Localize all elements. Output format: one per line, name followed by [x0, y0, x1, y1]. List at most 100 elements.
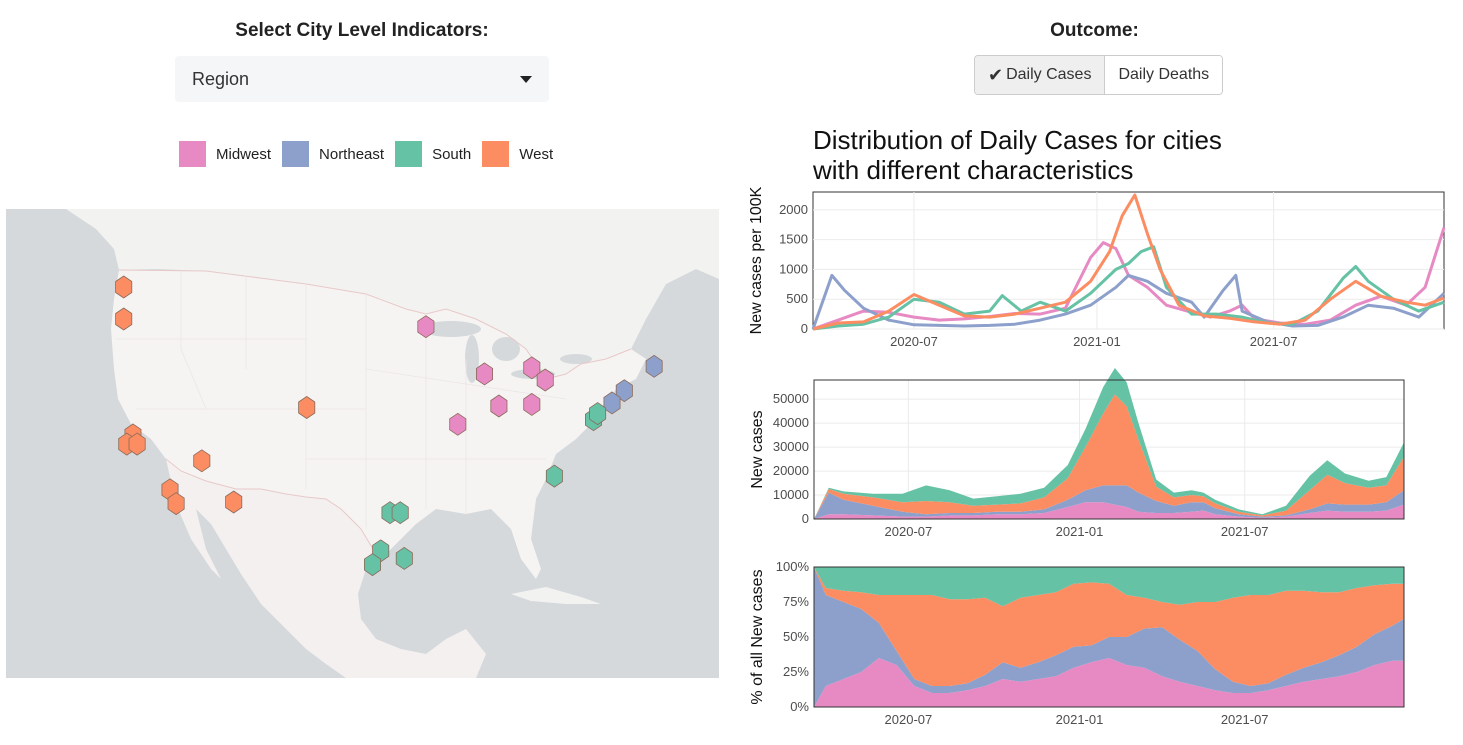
check-icon: ✔: [988, 64, 1004, 85]
x-tick-label: 2021-07: [1221, 524, 1269, 539]
city-hexagon[interactable]: [523, 392, 541, 416]
city-indicators-header: Select City Level Indicators:: [235, 20, 489, 41]
caret-down-icon: [520, 75, 532, 83]
chart-title: Distribution of Daily Cases for cities w…: [813, 125, 1222, 185]
plot-border: [813, 379, 1405, 520]
stacked-area-chart: 0 10000 20000 30000 40000 50000 2020-07 2021-01…: [749, 368, 1405, 539]
y-tick-label: 500: [786, 291, 808, 306]
y-tick-label: 0: [802, 511, 809, 526]
outcome-header: Outcome:: [1050, 20, 1139, 41]
legend-label: Northeast: [319, 145, 385, 163]
chart-title-line-1: Distribution of Daily Cases for cities: [813, 125, 1222, 155]
area-south: [814, 567, 1404, 607]
area-south: [814, 368, 1404, 519]
x-tick-label: 2021-01: [1056, 524, 1104, 539]
state-borders: [116, 271, 567, 529]
legend-label: Midwest: [216, 145, 272, 163]
city-hexagon[interactable]: [363, 553, 382, 577]
lake-michigan: [465, 335, 479, 383]
y-tick-label: 0: [801, 321, 808, 336]
y-tick-label: 75%: [783, 594, 809, 609]
city-hexagon[interactable]: [490, 394, 508, 418]
outcome-button-group: ✔ Daily Cases Daily Deaths: [974, 55, 1224, 95]
city-hexagons: [115, 275, 663, 577]
y-tick-label: 100%: [776, 559, 810, 574]
city-hexagon[interactable]: [536, 368, 554, 392]
area-northeast: [814, 485, 1404, 519]
legend-item-midwest: Midwest: [179, 141, 271, 167]
area-west: [814, 567, 1404, 686]
legend-swatch: [282, 141, 310, 167]
y-tick-label: 40000: [773, 415, 809, 430]
legend-label: West: [519, 145, 554, 163]
y-tick-label: 50000: [773, 391, 809, 406]
daily-deaths-label: Daily Deaths: [1118, 66, 1210, 83]
charts-area: 0 500 1000 1500 2000 2020-07 2021-01 2021-07 New…: [748, 186, 1446, 727]
daily-cases-button[interactable]: ✔ Daily Cases: [975, 56, 1105, 94]
city-hexagon[interactable]: [523, 356, 541, 380]
lake-superior: [421, 321, 481, 337]
x-tick-label: 2020-07: [890, 334, 938, 349]
legend-item-west: West: [482, 141, 553, 167]
city-hexagon[interactable]: [128, 432, 146, 456]
daily-deaths-button[interactable]: Daily Deaths: [1104, 56, 1223, 94]
area-midwest: [814, 658, 1404, 707]
us-map[interactable]: [6, 209, 719, 678]
city-hexagon[interactable]: [225, 490, 243, 514]
series-line-northeast: [811, 273, 1446, 330]
y-tick-label: 25%: [783, 664, 809, 679]
y-tick-label: 1000: [779, 261, 808, 276]
city-hexagon[interactable]: [417, 315, 435, 339]
daily-cases-label: Daily Cases: [1006, 66, 1092, 83]
y-tick-label: 2000: [779, 202, 808, 217]
x-tick-label: 2020-07: [885, 524, 933, 539]
y-tick-label: 10000: [773, 487, 809, 502]
city-hexagon[interactable]: [298, 396, 316, 419]
cuba-land: [511, 587, 601, 604]
x-tick-label: 2021-07: [1221, 712, 1269, 727]
x-tick-label: 2020-07: [885, 712, 933, 727]
city-hexagon[interactable]: [395, 546, 413, 570]
legend-swatch: [395, 141, 423, 167]
city-hexagon[interactable]: [115, 307, 133, 331]
legend-label: South: [432, 145, 472, 163]
city-hexagon[interactable]: [615, 379, 633, 403]
series-line-midwest: [812, 227, 1446, 331]
legend-item-northeast: Northeast: [282, 141, 384, 167]
city-hexagon[interactable]: [115, 275, 133, 299]
city-hexagon[interactable]: [391, 501, 409, 525]
y-axis-label: % of all New cases: [749, 569, 766, 704]
city-hexagon[interactable]: [645, 354, 663, 378]
x-tick-label: 2021-01: [1056, 712, 1104, 727]
y-tick-label: 0%: [790, 699, 809, 714]
series-line-south: [812, 245, 1445, 331]
y-tick-label: 1500: [779, 232, 808, 247]
mexico-land: [166, 459, 486, 678]
legend-swatch: [179, 141, 206, 167]
us-canada-border: [118, 269, 632, 380]
city-hexagon[interactable]: [167, 492, 185, 516]
us-mexico-border: [165, 458, 377, 555]
x-tick-label: 2021-07: [1250, 334, 1298, 349]
indicator-select-value: Region: [192, 68, 250, 89]
x-tick-label: 2021-01: [1073, 334, 1121, 349]
map-legend: Midwest Northeast South West: [179, 141, 564, 167]
city-hexagon[interactable]: [475, 362, 494, 386]
canada-land: [6, 209, 719, 379]
y-axis-label: New cases: [749, 410, 766, 488]
city-hexagon[interactable]: [603, 391, 621, 415]
indicator-select[interactable]: Region: [175, 56, 549, 102]
y-tick-label: 20000: [773, 463, 809, 478]
city-hexagon[interactable]: [449, 412, 467, 436]
series-line-west: [812, 193, 1445, 331]
city-hexagon[interactable]: [545, 464, 563, 488]
plot-panel: [812, 191, 1445, 330]
legend-swatch: [482, 141, 510, 167]
legend-item-south: South: [395, 141, 471, 167]
area-midwest: [814, 502, 1404, 519]
city-hexagon[interactable]: [589, 402, 607, 426]
y-tick-label: 50%: [783, 629, 809, 644]
city-hexagon[interactable]: [193, 449, 211, 473]
percent-area-chart: 0% 25% 50% 75% 100% 2020-07 2021-01 2021-07 % of…: [749, 559, 1405, 727]
line-chart: 0 500 1000 1500 2000 2020-07 2021-01 2021-07 New…: [748, 186, 1446, 349]
